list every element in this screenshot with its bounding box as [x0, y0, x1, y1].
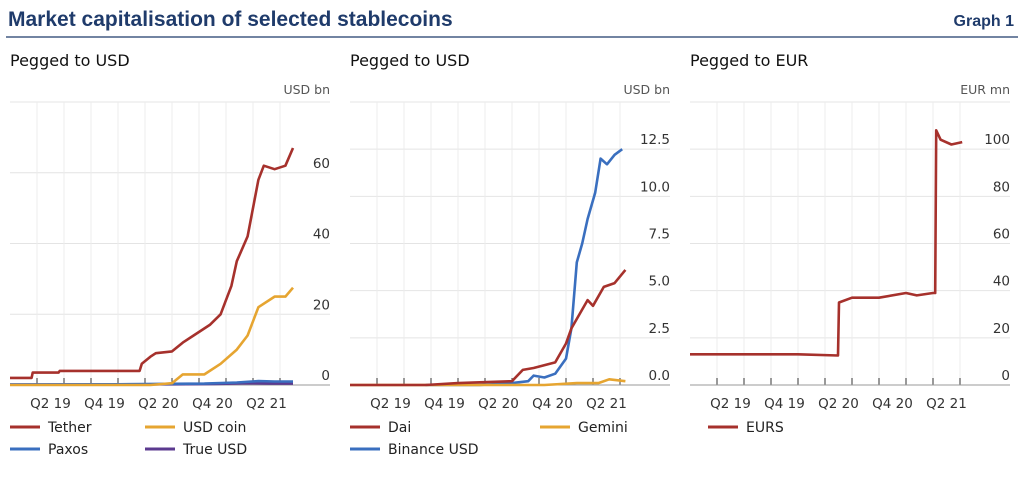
legend-item: Gemini [540, 420, 628, 436]
x-tick-label: Q2 20 [478, 396, 519, 412]
legend-label: Tether [47, 420, 92, 436]
chart-subtitle: Pegged to USD [350, 51, 470, 70]
y-tick-label: 12.5 [640, 132, 670, 148]
legend-item: USD coin [145, 420, 246, 436]
y-tick-label: 20 [313, 297, 330, 313]
legend-label: Dai [388, 420, 411, 436]
x-tick-label: Q2 19 [30, 396, 71, 412]
series-line-eurs [690, 129, 963, 357]
legend-item: True USD [145, 442, 247, 458]
series-line-usd-coin [10, 286, 294, 387]
legend-label: Paxos [48, 442, 88, 458]
x-tick-label: Q4 20 [872, 396, 913, 412]
x-tick-label: Q4 19 [764, 396, 805, 412]
y-axis-unit: USD bn [623, 82, 670, 97]
legend-item: EURS [708, 420, 784, 436]
chart-panel-3: Pegged to EUR EUR mn 0 20 40 60 80 100 Q2 19 Q4 1… [690, 51, 1010, 436]
y-axis-unit: USD bn [283, 82, 330, 97]
y-tick-label: 7.5 [649, 227, 670, 243]
y-tick-label: 0 [1001, 368, 1010, 384]
y-tick-label: 80 [993, 179, 1010, 195]
series-line-gemini [350, 378, 626, 387]
chart-subtitle: Pegged to USD [10, 51, 130, 70]
x-tick-label: Q4 19 [424, 396, 465, 412]
graph-label: Graph 1 [954, 13, 1015, 30]
x-tick-label: Q2 21 [246, 396, 287, 412]
legend-item: Paxos [10, 442, 88, 458]
x-tick-label: Q4 19 [84, 396, 125, 412]
y-tick-label: 60 [993, 227, 1010, 243]
chart-subtitle: Pegged to EUR [690, 51, 808, 70]
x-tick-label: Q2 20 [138, 396, 179, 412]
y-tick-label: 40 [313, 227, 330, 243]
x-tick-label: Q2 21 [926, 396, 967, 412]
y-tick-label: 0 [321, 368, 330, 384]
legend-label: Gemini [578, 420, 628, 436]
x-tick-label: Q2 21 [586, 396, 627, 412]
legend-item: Dai [350, 420, 411, 436]
y-tick-label: 60 [313, 156, 330, 172]
legend-label: Binance USD [388, 442, 479, 458]
x-tick-label: Q2 19 [370, 396, 411, 412]
y-tick-label: 2.5 [649, 321, 670, 337]
chart-panel-1: Pegged to USD USD bn 0 20 40 60 Q2 19 Q4 19 Q2 2… [9, 51, 330, 458]
y-tick-label: 100 [984, 132, 1010, 148]
figure-title: Market capitalisation of selected stable… [8, 8, 453, 31]
chart-panel-2: Pegged to USD USD bn 0.0 2.5 5.0 7.5 10.0 12.5 Q… [350, 51, 670, 458]
y-tick-label: 20 [993, 321, 1010, 337]
series-line-tether [10, 147, 295, 380]
x-tick-label: Q4 20 [192, 396, 233, 412]
y-tick-label: 40 [993, 274, 1010, 290]
legend-label: EURS [746, 420, 784, 436]
legend-item: Binance USD [350, 442, 479, 458]
legend-label: True USD [182, 442, 247, 458]
y-tick-label: 5.0 [649, 274, 670, 290]
x-tick-label: Q4 20 [532, 396, 573, 412]
x-tick-label: Q2 19 [710, 396, 751, 412]
y-tick-label: 10.0 [640, 179, 670, 195]
y-axis-unit: EUR mn [960, 82, 1010, 97]
x-tick-label: Q2 20 [818, 396, 859, 412]
legend-item: Tether [10, 420, 92, 436]
series-line-dai [350, 269, 627, 387]
legend-label: USD coin [183, 420, 246, 436]
y-tick-label: 0.0 [649, 368, 670, 384]
